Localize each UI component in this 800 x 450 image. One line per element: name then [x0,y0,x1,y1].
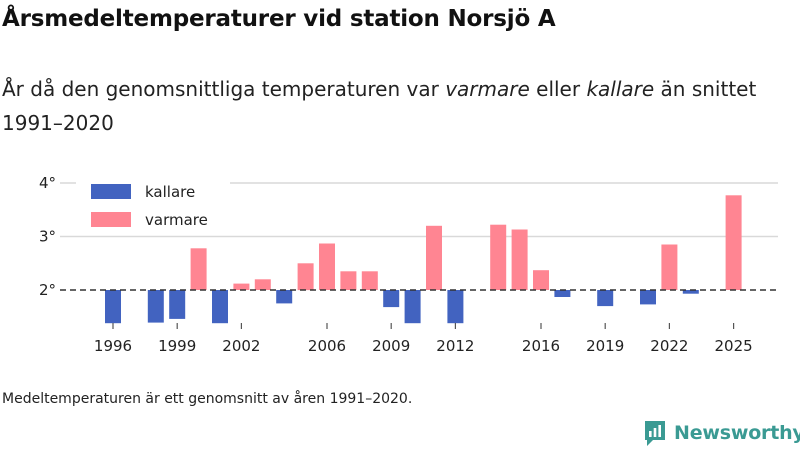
bar-2009 [383,290,400,308]
bar-2017 [554,290,571,297]
x-tick-label-2016: 2016 [522,337,560,355]
chart-subtitle: År då den genomsnittliga temperaturen va… [2,72,782,140]
bar-2021 [640,290,656,305]
subtitle-cold-word: kallare [586,77,655,101]
newsworthy-brand-text: Newsworthy [674,422,800,444]
bar-2002 [233,283,250,290]
x-tick-label-2012: 2012 [436,337,474,355]
bar-2022 [661,244,678,290]
legend-swatch-colder [91,184,131,199]
bar-2004 [276,290,293,304]
x-tick-label-2022: 2022 [650,337,688,355]
bar-2016 [533,270,549,290]
bar-2025 [725,195,742,290]
x-tick-label-2002: 2002 [222,337,260,355]
legend-label-colder: kallare [145,183,195,201]
subtitle-part-1: År då den genomsnittliga temperaturen va… [2,77,446,101]
y-tick-label-4: 4° [39,174,56,192]
bar-1996 [105,290,121,324]
y-tick-label-2: 2° [39,281,56,299]
bar-2019 [597,290,614,307]
newsworthy-logo: Newsworthy [643,419,800,447]
bar-2012 [447,290,464,324]
subtitle-part-3: än snittet 1991–2020 [2,77,757,135]
footnote: Medeltemperaturen är ett genomsnitt av å… [2,391,413,407]
temperature-bar-chart: 2° 3° 4° 1996 1999 2002 2006 2009 2012 2016 2019 2… [39,174,778,355]
y-axis-ticks: 2° 3° 4° [39,174,56,299]
x-tick-label-2025: 2025 [715,337,753,355]
bar-2001 [212,290,228,324]
bar-2023 [682,290,699,294]
legend-swatch-warmer [91,212,131,227]
x-tick-label-1999: 1999 [158,337,196,355]
x-tick-label-2009: 2009 [372,337,410,355]
bar-2006 [319,243,335,290]
x-tick-label-1996: 1996 [94,337,132,355]
newsworthy-logo-icon [645,421,665,446]
bar-1999 [169,290,186,319]
x-tick-label-2019: 2019 [586,337,624,355]
bar-1998 [147,290,164,323]
bar-2014 [490,224,507,290]
bars [105,195,742,324]
bar-2003 [254,279,271,290]
subtitle-part-2: eller [529,77,587,101]
x-tick-label-2006: 2006 [308,337,346,355]
bar-2008 [361,271,378,290]
chart-legend: kallare varmare [76,175,230,235]
bar-2007 [340,271,357,290]
bar-2015 [511,229,528,290]
chart-title: Årsmedeltemperaturer vid station Norsjö … [2,6,556,32]
bar-2010 [404,290,421,324]
y-tick-label-3: 3° [39,228,56,246]
bar-2005 [297,263,314,291]
x-axis-ticks: 1996 1999 2002 2006 2009 2012 2016 2019 2022 2025 [94,323,753,355]
legend-label-warmer: varmare [145,211,208,229]
bar-2000 [190,248,207,290]
bar-2011 [426,225,442,290]
subtitle-warm-word: varmare [445,77,530,101]
